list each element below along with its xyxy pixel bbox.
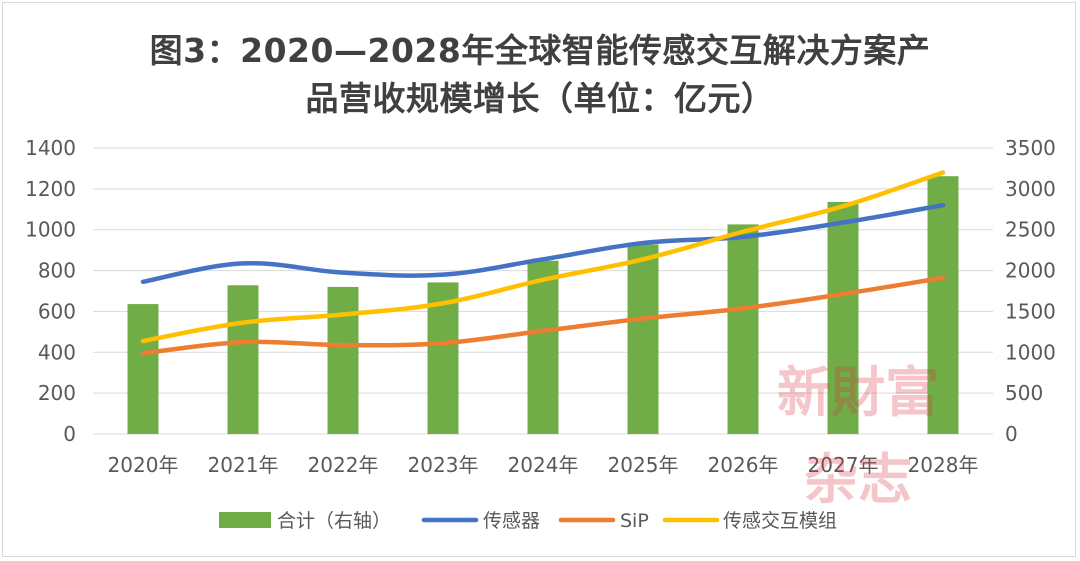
y-right-tick-label: 3000 [1005,177,1056,201]
x-tick-label: 2028年 [908,453,979,477]
legend-bar-swatch [219,512,271,528]
y-left-tick-label: 400 [38,340,76,364]
y-right-tick-label: 2000 [1005,259,1056,283]
watermark-text: 新財富 [777,360,939,424]
y-left-tick-label: 1200 [25,177,76,201]
x-tick-label: 2024年 [508,453,579,477]
series-line [140,170,946,344]
y-left-tick-label: 200 [38,381,76,405]
y-right-tick-label: 1500 [1005,299,1056,323]
bar [827,201,859,434]
x-tick-label: 2023年 [408,453,479,477]
y-right-tick-label: 2500 [1005,218,1056,242]
x-tick-label: 2025年 [608,453,679,477]
legend-label: 传感交互模组 [723,510,837,532]
bar [527,260,559,434]
bar [727,224,759,434]
y-left-tick-label: 800 [38,259,76,283]
bar [227,285,259,434]
x-tick-label: 2021年 [208,453,279,477]
watermark-text: 杂志 [804,447,912,511]
y-left-tick-label: 600 [38,299,76,323]
y-left-tick-label: 1400 [25,136,76,160]
y-right-tick-label: 3500 [1005,136,1056,160]
legend-label: 合计（右轴） [277,510,391,532]
series-line [140,275,946,356]
x-tick-label: 2020年 [108,453,179,477]
x-tick-label: 2022年 [308,453,379,477]
x-tick-label: 2026年 [708,453,779,477]
legend-label: SiP [620,510,649,532]
bar [427,282,459,434]
bar [927,176,959,435]
y-right-tick-label: 0 [1005,422,1018,446]
chart-title-line-1: 图3：2020—2028年全球智能传感交互解决方案产 [149,31,931,70]
bar [627,244,659,434]
y-left-tick-label: 0 [63,422,76,446]
legend-label: 传感器 [483,510,540,532]
y-right-tick-label: 500 [1005,381,1043,405]
x-tick-label: 2027年 [808,453,879,477]
series-line [140,202,946,285]
y-right-tick-label: 1000 [1005,340,1056,364]
y-left-tick-label: 1000 [25,218,76,242]
chart-title-line-2: 品营收规模增长（单位：亿元） [305,79,775,118]
bar [127,304,159,434]
bar [327,286,359,434]
